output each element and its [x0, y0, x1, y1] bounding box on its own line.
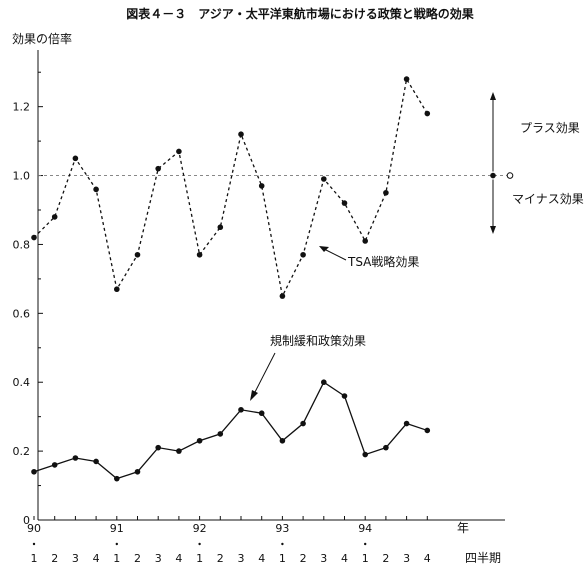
- series-line-1: [33, 77, 428, 299]
- y-tick-label: 1.0: [13, 170, 31, 183]
- quarter-label: 2: [217, 552, 224, 565]
- series-1-point: [321, 176, 327, 182]
- series-1-point: [51, 214, 58, 220]
- series-1-point: [258, 183, 265, 189]
- regulation-annotation-pointer: [253, 352, 276, 395]
- quarter-label: 2: [51, 552, 58, 565]
- y-tick-label: 0: [23, 514, 30, 527]
- y-tick-label: 1.2: [13, 101, 31, 114]
- year-boundary-dot: [281, 542, 284, 546]
- year-unit-label: 年: [457, 521, 469, 535]
- series-1-point: [238, 131, 244, 138]
- quarter-label: 4: [258, 552, 265, 565]
- plus-effect-label: プラス効果: [520, 120, 580, 135]
- series-2-point: [196, 437, 203, 444]
- plus-arrow-head: [490, 92, 496, 100]
- series-2-point: [51, 462, 58, 468]
- quarter-label: 1: [113, 552, 120, 565]
- y-tick-label: 0.8: [13, 238, 31, 251]
- quarter-label: 1: [279, 552, 286, 565]
- regulation-pointer-head: [250, 390, 258, 401]
- series-2-point: [114, 475, 120, 482]
- quarter-label: 4: [175, 552, 182, 565]
- series-line-2: [33, 381, 428, 480]
- quarter-unit-label: 四半期: [465, 551, 501, 565]
- minus-arrow-head: [490, 226, 496, 234]
- series-1-point: [362, 238, 369, 244]
- year-boundary-dot: [198, 542, 201, 546]
- series-2-point: [300, 420, 306, 427]
- y-tick-label: 0.6: [13, 307, 31, 320]
- series-1-point: [300, 251, 306, 258]
- quarter-label: 2: [382, 552, 389, 565]
- quarter-label: 3: [238, 552, 245, 565]
- series-1-point: [72, 155, 79, 162]
- regulation-annotation-label: 規制緩和政策効果: [270, 333, 366, 348]
- series-2-point: [155, 444, 161, 451]
- series-1-point: [217, 224, 224, 231]
- series-2-point: [93, 458, 99, 465]
- series-1-point: [93, 186, 99, 193]
- series-2-point: [403, 420, 410, 427]
- quarter-label: 3: [155, 552, 162, 565]
- series-1-point: [114, 286, 120, 293]
- year-label: 93: [275, 522, 289, 535]
- quarter-label: 3: [72, 552, 79, 565]
- y-tick-label: 0.2: [13, 445, 31, 458]
- series-1-point: [134, 251, 141, 258]
- series-1-point: [424, 110, 431, 117]
- series-2-point: [134, 468, 141, 475]
- series-1-point: [383, 189, 389, 196]
- series-1-point: [176, 148, 182, 155]
- quarter-label: 4: [93, 552, 100, 565]
- series-2-point: [279, 437, 286, 444]
- quarter-label: 3: [320, 552, 327, 565]
- series-2-point: [424, 427, 431, 434]
- quarter-label: 2: [300, 552, 307, 565]
- tsa-annotation-pointer: [323, 248, 347, 261]
- quarter-label: 4: [341, 552, 348, 565]
- chart-title: 図表４－３ アジア・太平洋東航市場における政策と戦略の効果: [126, 6, 474, 21]
- quarter-label: 4: [424, 552, 431, 565]
- year-label: 92: [193, 522, 207, 535]
- series-2-point: [176, 448, 182, 454]
- tsa-annotation-label: TSA戦略効果: [347, 254, 419, 269]
- series-2-point: [258, 410, 265, 417]
- series-2-point: [238, 406, 244, 413]
- minus-effect-label: マイナス効果: [512, 191, 584, 206]
- series-2-point: [72, 455, 79, 461]
- quarter-label: 1: [362, 552, 369, 565]
- series-1-point: [341, 200, 348, 206]
- series-layer: [31, 76, 431, 482]
- series-1-point: [31, 234, 37, 241]
- series-2-point: [362, 451, 369, 458]
- series-2-point: [383, 444, 389, 451]
- quarter-label: 3: [403, 552, 410, 565]
- tsa-pointer-head: [319, 246, 329, 252]
- y-axis-label: 効果の倍率: [12, 31, 72, 46]
- quarter-label: 1: [31, 552, 38, 565]
- series-2-point: [217, 431, 224, 437]
- series-1-point: [403, 76, 410, 82]
- series-1-point: [196, 251, 203, 258]
- series-2-point: [31, 468, 37, 475]
- quarter-label: 2: [134, 552, 141, 565]
- y-ticks: 0 0.2 0.4 0.6 0.8 1.0 1.2: [13, 71, 43, 527]
- series-2-point: [321, 379, 327, 386]
- year-boundary-dot: [32, 542, 36, 546]
- year-label: 91: [110, 522, 124, 535]
- series-1-point: [155, 165, 161, 172]
- year-label: 90: [27, 522, 41, 535]
- year-label: 94: [358, 522, 372, 535]
- series-1-point: [279, 293, 286, 299]
- reference-open-marker: [506, 172, 514, 179]
- year-boundary-dot: [364, 542, 367, 546]
- reference-marker: [490, 172, 496, 179]
- y-tick-label: 0.4: [13, 376, 31, 389]
- quarter-label: 1: [196, 552, 203, 565]
- year-boundary-dot: [115, 542, 119, 546]
- series-2-point: [341, 393, 348, 399]
- x-ticks: 1 2 3 4 1 2 3 4 1 2 3 4 1 2 3 4 1 2 3 490 91 92 93 94: [27, 516, 431, 565]
